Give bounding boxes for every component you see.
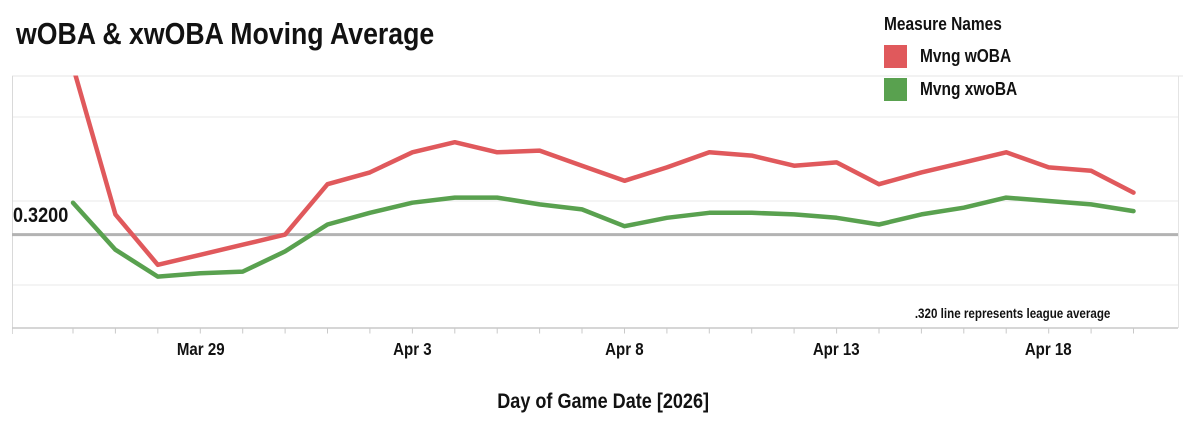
- x-tick-label: Apr 3: [393, 339, 432, 359]
- legend-swatch-red: [884, 45, 907, 68]
- legend: Measure Names Mvng wOBA Mvng xwoBA: [884, 14, 1033, 111]
- series-line-mvng-woba[interactable]: [73, 67, 1136, 268]
- reference-line-annotation: .320 line represents league average: [914, 306, 1110, 321]
- x-axis-title: Day of Game Date [2026]: [497, 390, 709, 413]
- legend-item-mvng-xwoba[interactable]: Mvng xwoBA: [884, 78, 1033, 101]
- x-tick-label: Mar 29: [176, 339, 225, 359]
- x-tick-label: Apr 18: [1025, 339, 1073, 359]
- series-line-mvng-xwoba[interactable]: [70, 195, 1136, 279]
- chart-title: wOBA & xwOBA Moving Average: [16, 16, 435, 51]
- x-tick-label: Apr 8: [605, 339, 644, 359]
- legend-label: Mvng wOBA: [920, 46, 1012, 66]
- legend-label: Mvng xwoBA: [920, 79, 1018, 99]
- legend-title: Measure Names: [884, 14, 1002, 34]
- x-axis-ticks: [72, 328, 1134, 334]
- reference-line-label: 0.3200: [13, 204, 69, 227]
- legend-swatch-green: [884, 78, 907, 101]
- x-tick-label: Apr 13: [813, 339, 860, 359]
- legend-item-mvng-woba[interactable]: Mvng wOBA: [884, 45, 1033, 68]
- series-lines: [70, 67, 1136, 279]
